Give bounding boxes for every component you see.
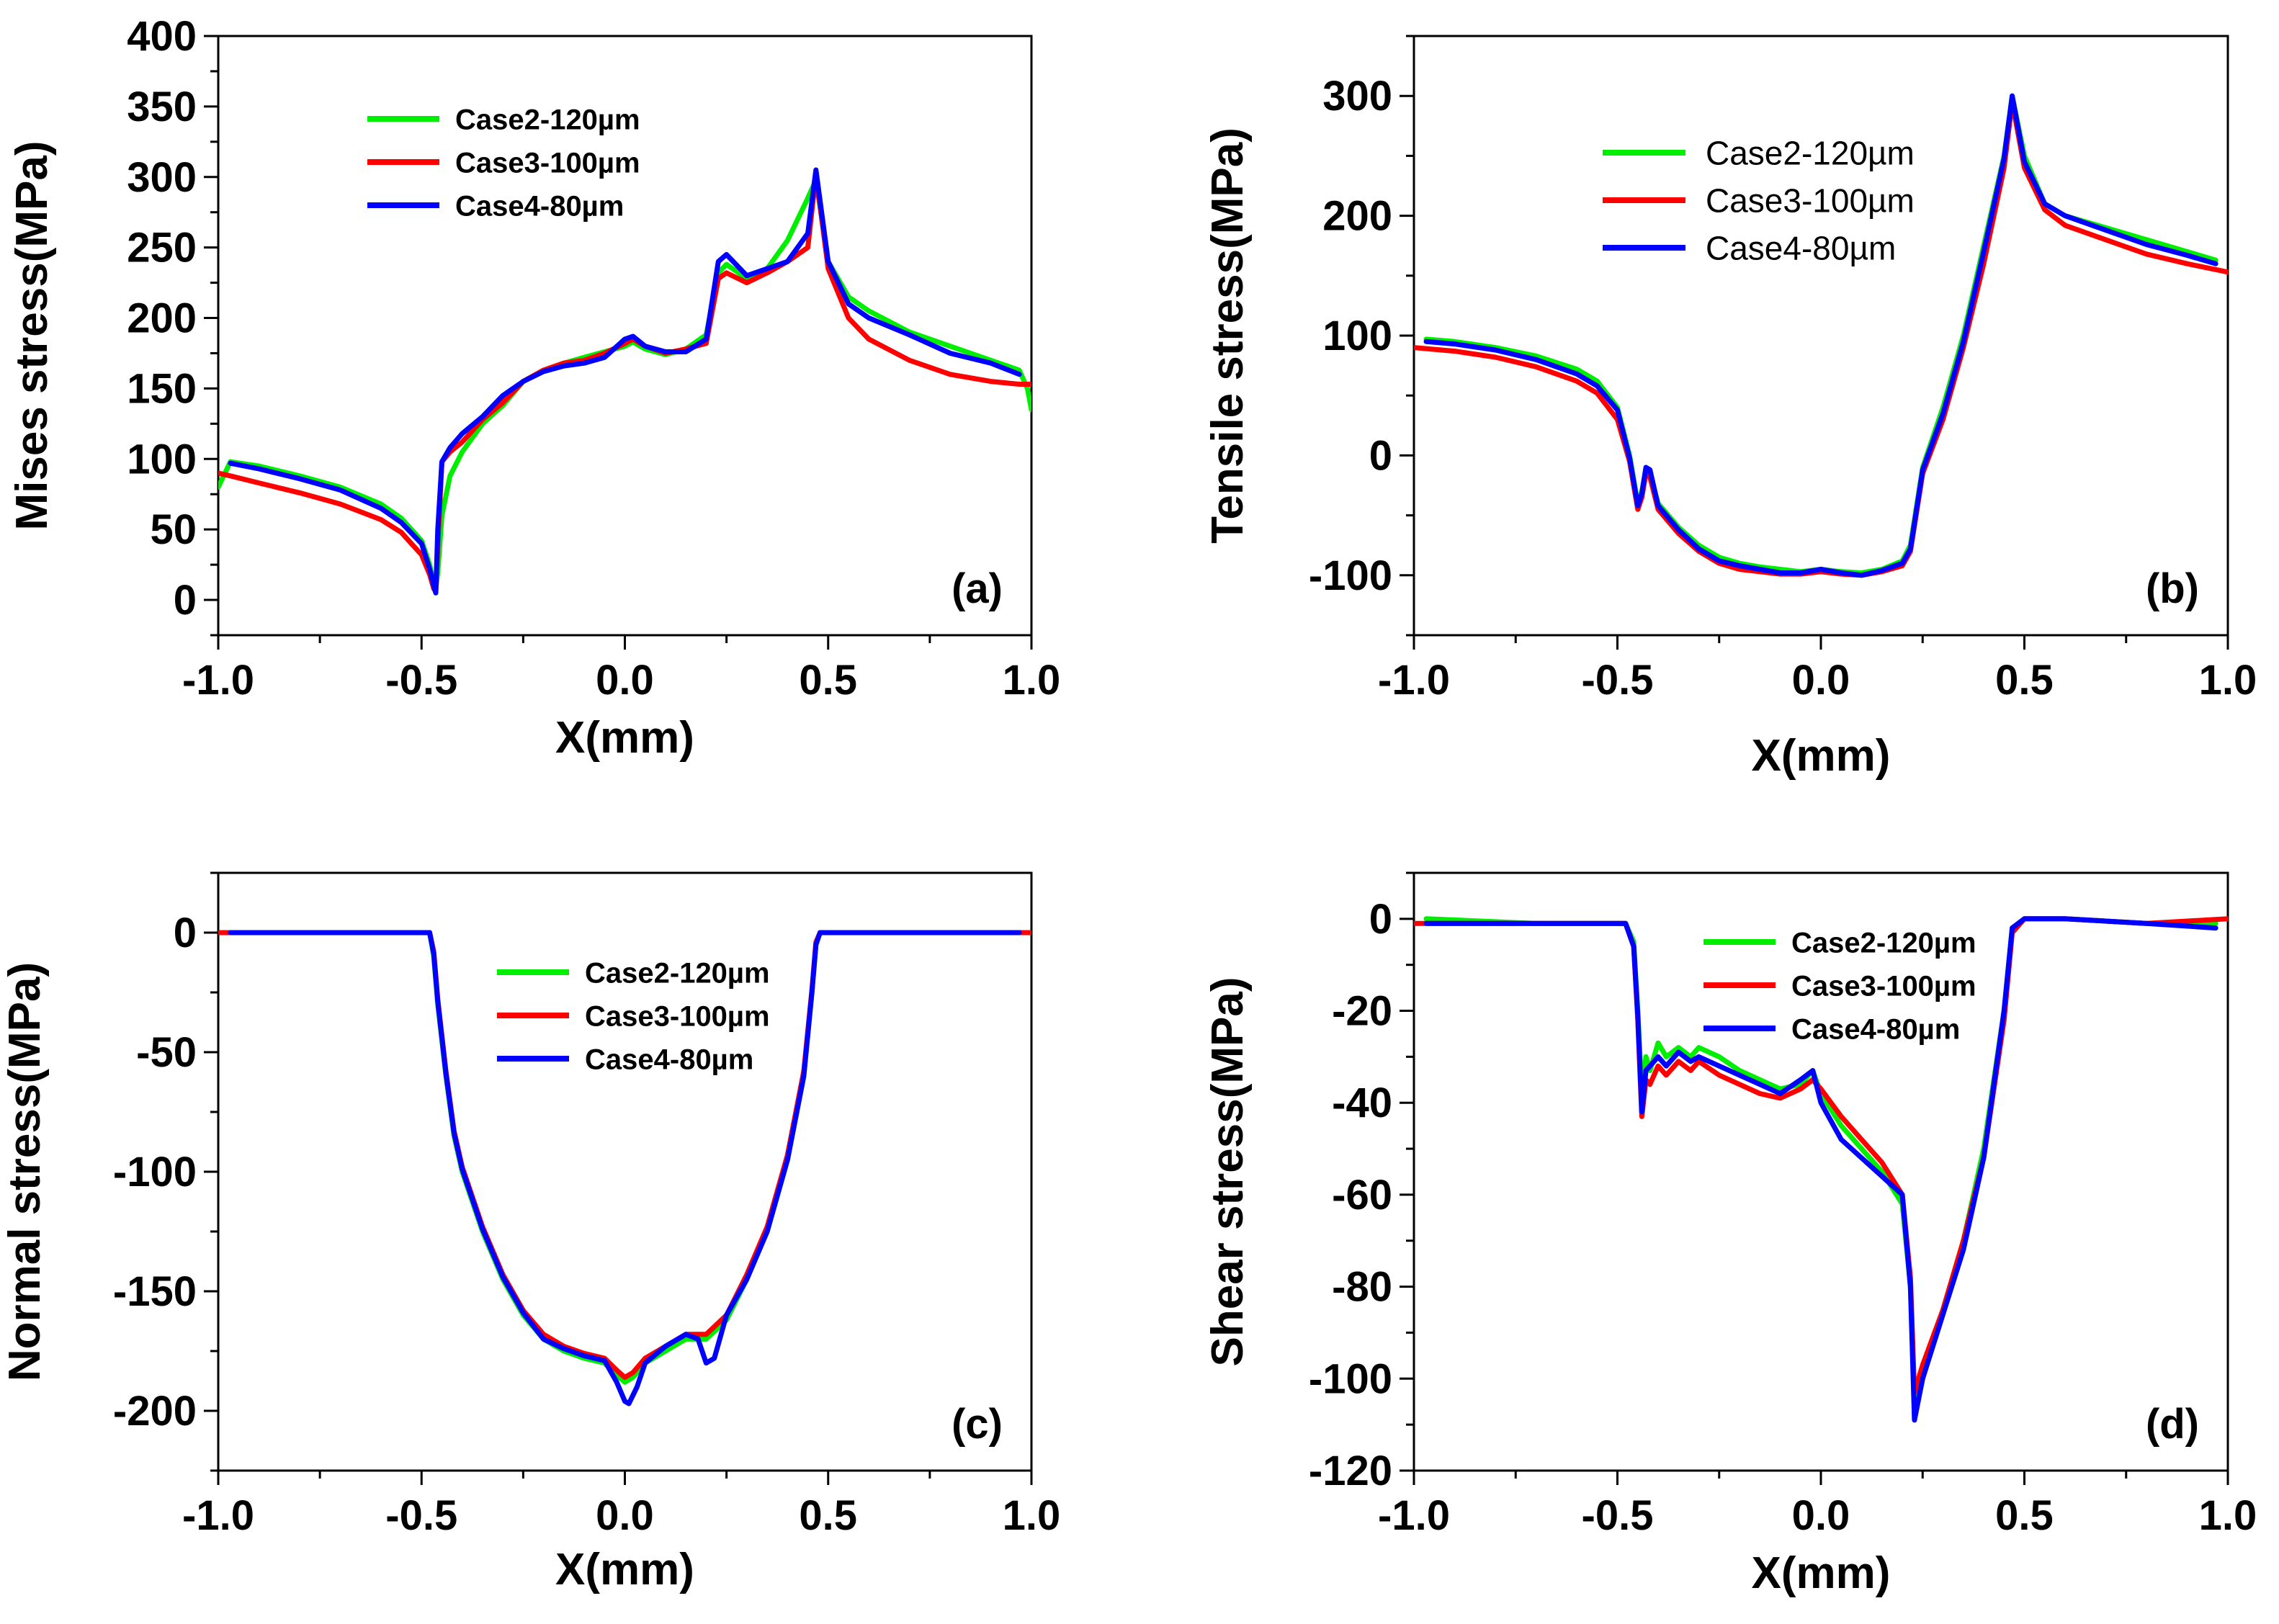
y-tick-label: 300 [127,154,197,201]
y-axis-title: Normal stress(MPa) [0,962,50,1381]
x-tick-label: 0.0 [1792,657,1850,704]
legend-label-2: Case3-100µm [1791,970,1976,1002]
legend-label-2: Case3-100µm [1706,182,1915,220]
x-tick-label: 0.5 [1995,1492,2054,1539]
y-tick-label: -60 [1332,1172,1392,1219]
y-tick-label: -20 [1332,988,1392,1035]
legend-label-3: Case4-80µm [1706,230,1896,267]
legend-label-3: Case4-80µm [585,1044,753,1075]
legend-label-2: Case3-100µm [455,147,640,179]
y-tick-label: -40 [1332,1080,1392,1126]
x-tick-label: -0.5 [385,657,457,704]
x-axis-title: X(mm) [555,713,694,763]
y-axis-title: Mises stress(MPa) [7,140,57,530]
y-tick-label: 200 [127,295,197,342]
panel-label: (a) [952,565,1003,612]
y-tick-label: 0 [1369,432,1392,479]
y-tick-label: 300 [1322,73,1392,120]
y-tick-label: -100 [1309,552,1392,599]
legend-label-1: Case2-120µm [1706,135,1915,172]
series-line-3 [228,930,1022,1407]
y-tick-label: 250 [127,225,197,272]
panel-label: (d) [2146,1401,2199,1448]
y-tick-label: -150 [113,1268,197,1315]
y-axis-title: Shear stress(MPa) [1203,977,1253,1366]
x-tick-label: -0.5 [1582,1492,1654,1539]
legend-label-1: Case2-120µm [1791,927,1976,959]
x-axis-title: X(mm) [1752,731,1891,781]
panel-label: (c) [952,1401,1003,1448]
x-axis-title: X(mm) [555,1545,694,1594]
legend-label-1: Case2-120µm [585,957,770,989]
x-tick-label: -1.0 [182,1492,254,1539]
x-tick-label: 1.0 [1003,657,1061,704]
y-tick-label: -120 [1309,1448,1392,1494]
x-tick-label: -1.0 [182,657,254,704]
y-tick-label: 100 [127,436,197,483]
legend-label-1: Case2-120µm [455,104,640,135]
panel-2: -1.0 -0.5 0.0 0.5 1.0 -100 0 100 200 300 X(mm) Tens… [1203,35,2257,781]
y-tick-label: 400 [127,13,197,60]
x-tick-label: 0.5 [799,1492,857,1539]
y-tick-label: 200 [1322,193,1392,240]
series-line-3 [228,167,1022,596]
y-tick-label: 350 [127,84,197,130]
panel-3: -1.0 -0.5 0.0 0.5 1.0 -200 -150 -100 -50 0 X(mm) No… [0,871,1061,1594]
legend-label-2: Case3-100µm [585,1000,770,1032]
panel-4: -1.0 -0.5 0.0 0.5 1.0 -120 -100 -80 -60 -40 -20 0 X(… [1203,871,2257,1598]
x-tick-label: -0.5 [1582,657,1654,704]
x-tick-label: 1.0 [2199,657,2257,704]
y-tick-label: 0 [174,577,197,624]
x-tick-label: 0.5 [1995,657,2054,704]
x-tick-label: 1.0 [1003,1492,1061,1539]
y-tick-label: 100 [1322,313,1392,359]
series-line-2 [218,171,1031,594]
series-line-3 [1423,916,2218,1423]
legend-label-3: Case4-80µm [1791,1013,1960,1045]
x-tick-label: 0.0 [596,1492,654,1539]
y-tick-label: 0 [1369,896,1392,943]
x-tick-label: 1.0 [2199,1492,2257,1539]
y-tick-label: -80 [1332,1264,1392,1311]
legend-label-3: Case4-80µm [455,190,624,222]
x-tick-label: -0.5 [385,1492,457,1539]
panel-1: -1.0 -0.5 0.0 0.5 1.0 0 50 100 150 200 250 300 350 40… [7,13,1060,763]
series-line-3 [1423,93,2218,578]
x-tick-label: 0.0 [1792,1492,1850,1539]
y-tick-label: -50 [136,1029,197,1076]
panel-label: (b) [2146,565,2199,612]
x-tick-label: 0.5 [799,657,857,704]
x-axis-title: X(mm) [1752,1548,1891,1598]
y-tick-label: 150 [127,365,197,412]
y-tick-label: 0 [174,910,197,956]
y-tick-label: -100 [113,1149,197,1195]
x-tick-label: -1.0 [1378,1492,1450,1539]
x-tick-label: 0.0 [596,657,654,704]
y-tick-label: -100 [1309,1355,1392,1402]
x-tick-label: -1.0 [1378,657,1450,704]
y-tick-label: -200 [113,1388,197,1435]
y-tick-label: 50 [150,506,197,553]
y-axis-title: Tensile stress(MPa) [1203,127,1253,544]
